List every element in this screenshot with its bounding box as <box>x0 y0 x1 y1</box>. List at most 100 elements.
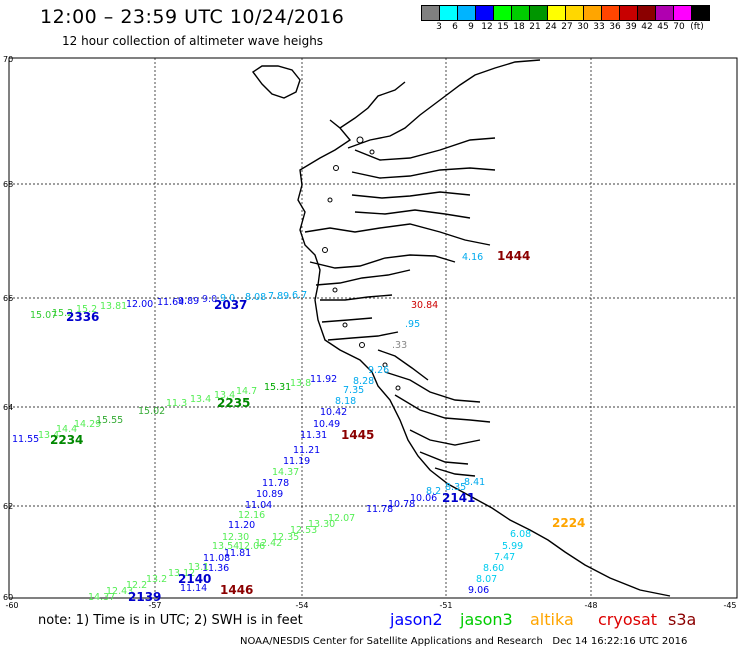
legend-s3a: s3a <box>668 610 697 629</box>
swh-observations: 15.07 15.2 15.2 13.81 12.00 11.64 9.89 9… <box>12 252 531 603</box>
swh-value: 13.2 <box>146 574 167 585</box>
color-scale-label: 9 <box>468 22 474 32</box>
color-scale-label: 70 <box>673 22 685 32</box>
pass-ids: 2336 2037 2235 2234 1445 1444 2141 2224 … <box>50 249 585 604</box>
swh-value: 15.2 <box>52 308 73 319</box>
lon-label: -57 <box>148 601 161 610</box>
swh-value: 4.16 <box>462 252 483 263</box>
lat-label: 62 <box>3 502 13 511</box>
swh-value: 11.20 <box>228 520 255 531</box>
swh-value: 13.12 <box>168 568 195 579</box>
swh-value: 12.07 <box>328 513 355 524</box>
swh-value: 7.35 <box>343 385 364 396</box>
swh-value: 9.89 <box>178 296 199 307</box>
lat-label: 68 <box>3 180 13 189</box>
swh-value: 13.4 <box>38 430 59 441</box>
pass-id: 2336 <box>66 310 99 324</box>
legend-jason3: jason3 <box>460 610 513 629</box>
swh-value: 11.08 <box>203 553 230 564</box>
color-scale-label: 42 <box>641 22 653 32</box>
swh-value: 11.81 <box>224 548 251 559</box>
pass-id: 2235 <box>217 396 250 410</box>
lon-label: -54 <box>295 601 308 610</box>
swh-value: 15.31 <box>264 382 291 393</box>
legend-cryosat: cryosat <box>598 610 658 629</box>
color-scale-label: 39 <box>625 22 637 32</box>
color-scale-bar <box>421 5 710 21</box>
longitude-labels: -60 -57 -54 -51 -48 -45 <box>5 601 736 610</box>
swh-value: 12.43 <box>106 586 133 597</box>
credit-org: NOAA/NESDIS Center for Satellite Applica… <box>240 636 543 647</box>
swh-value: 9.0 <box>202 294 217 305</box>
color-scale-label: 27 <box>561 22 573 32</box>
swh-value: .95 <box>405 319 420 330</box>
color-scale-label: 3 <box>436 22 442 32</box>
swh-value: 8.41 <box>464 477 485 488</box>
pass-id: 2141 <box>442 491 475 505</box>
color-scale-label: 45 <box>657 22 669 32</box>
swh-value: 11.36 <box>202 563 229 574</box>
swh-value: 12.53 <box>290 525 317 536</box>
lat-label: 60 <box>3 593 13 602</box>
swh-value: 11.21 <box>293 445 320 456</box>
pass-id: 2234 <box>50 433 83 447</box>
color-scale-unit: (ft) <box>690 22 704 32</box>
swh-value: 6.7 <box>292 290 307 301</box>
color-scale-labels: 3 6 9 12 15 18 21 24 27 30 33 36 39 42 45 70 (ft) <box>422 22 740 34</box>
pass-id: 2139 <box>128 590 161 604</box>
swh-value: 10.06 <box>410 493 437 504</box>
swh-value: .33 <box>392 340 407 351</box>
swh-value: 12.35 <box>272 532 299 543</box>
pass-id: 2037 <box>214 298 247 312</box>
swh-value: 8.07 <box>476 574 497 585</box>
color-scale-label: 12 <box>481 22 493 32</box>
swh-value: 11.19 <box>283 456 310 467</box>
timestamp: Dec 14 16:22:16 UTC 2016 <box>552 636 688 647</box>
swh-value: 30.84 <box>411 300 438 311</box>
swh-value: 8.35 <box>445 482 466 493</box>
map-frame <box>8 57 738 599</box>
credit-line: NOAA/NESDIS Center for Satellite Applica… <box>240 636 687 647</box>
swh-value: 8.2 <box>426 486 441 497</box>
swh-value: 10.78 <box>388 499 415 510</box>
swh-value: 15.02 <box>138 406 165 417</box>
footnote: note: 1) Time is in UTC; 2) SWH is in fe… <box>38 613 303 628</box>
swh-value: 7.47 <box>494 552 515 563</box>
greenland-coastline <box>251 59 671 597</box>
swh-value: 11.64 <box>157 297 184 308</box>
swh-value: 12.2 <box>126 580 147 591</box>
swh-value: 7.89 <box>268 291 289 302</box>
lon-label: -60 <box>5 601 18 610</box>
swh-value: 8.08 <box>245 292 266 303</box>
legend-jason2: jason2 <box>390 610 443 629</box>
lon-label: -48 <box>584 601 597 610</box>
swh-value: 12.00 <box>126 299 153 310</box>
swh-value: 11.04 <box>245 500 272 511</box>
swh-value: 14.37 <box>88 592 115 603</box>
swh-value: 5.99 <box>502 541 523 552</box>
pass-id: 2140 <box>178 572 211 586</box>
swh-value: 12.42 <box>255 538 282 549</box>
lon-label: -51 <box>439 601 452 610</box>
color-scale-label: 21 <box>529 22 541 32</box>
color-scale-cell <box>691 5 710 21</box>
color-scale-label: 24 <box>545 22 557 32</box>
color-scale-label: 33 <box>593 22 605 32</box>
latitude-labels: 70 68 66 64 62 60 <box>3 55 13 602</box>
swh-value: 11.78 <box>366 504 393 515</box>
lat-label: 64 <box>3 403 13 412</box>
swh-value: 12.16 <box>238 510 265 521</box>
legend-altika: altika <box>530 610 574 629</box>
swh-value: 8.28 <box>353 376 374 387</box>
color-scale-label: 6 <box>452 22 458 32</box>
swh-value: 12.30 <box>222 532 249 543</box>
page-title: 12:00 – 23:59 UTC 10/24/2016 <box>40 6 345 28</box>
swh-value: 13.1 <box>188 562 209 573</box>
swh-value: 11.31 <box>300 430 327 441</box>
swh-value: 11.92 <box>310 374 337 385</box>
swh-value: 11.55 <box>12 434 39 445</box>
lat-label: 70 <box>3 55 13 64</box>
swh-value: 10.89 <box>256 489 283 500</box>
swh-value: 13.30 <box>308 519 335 530</box>
